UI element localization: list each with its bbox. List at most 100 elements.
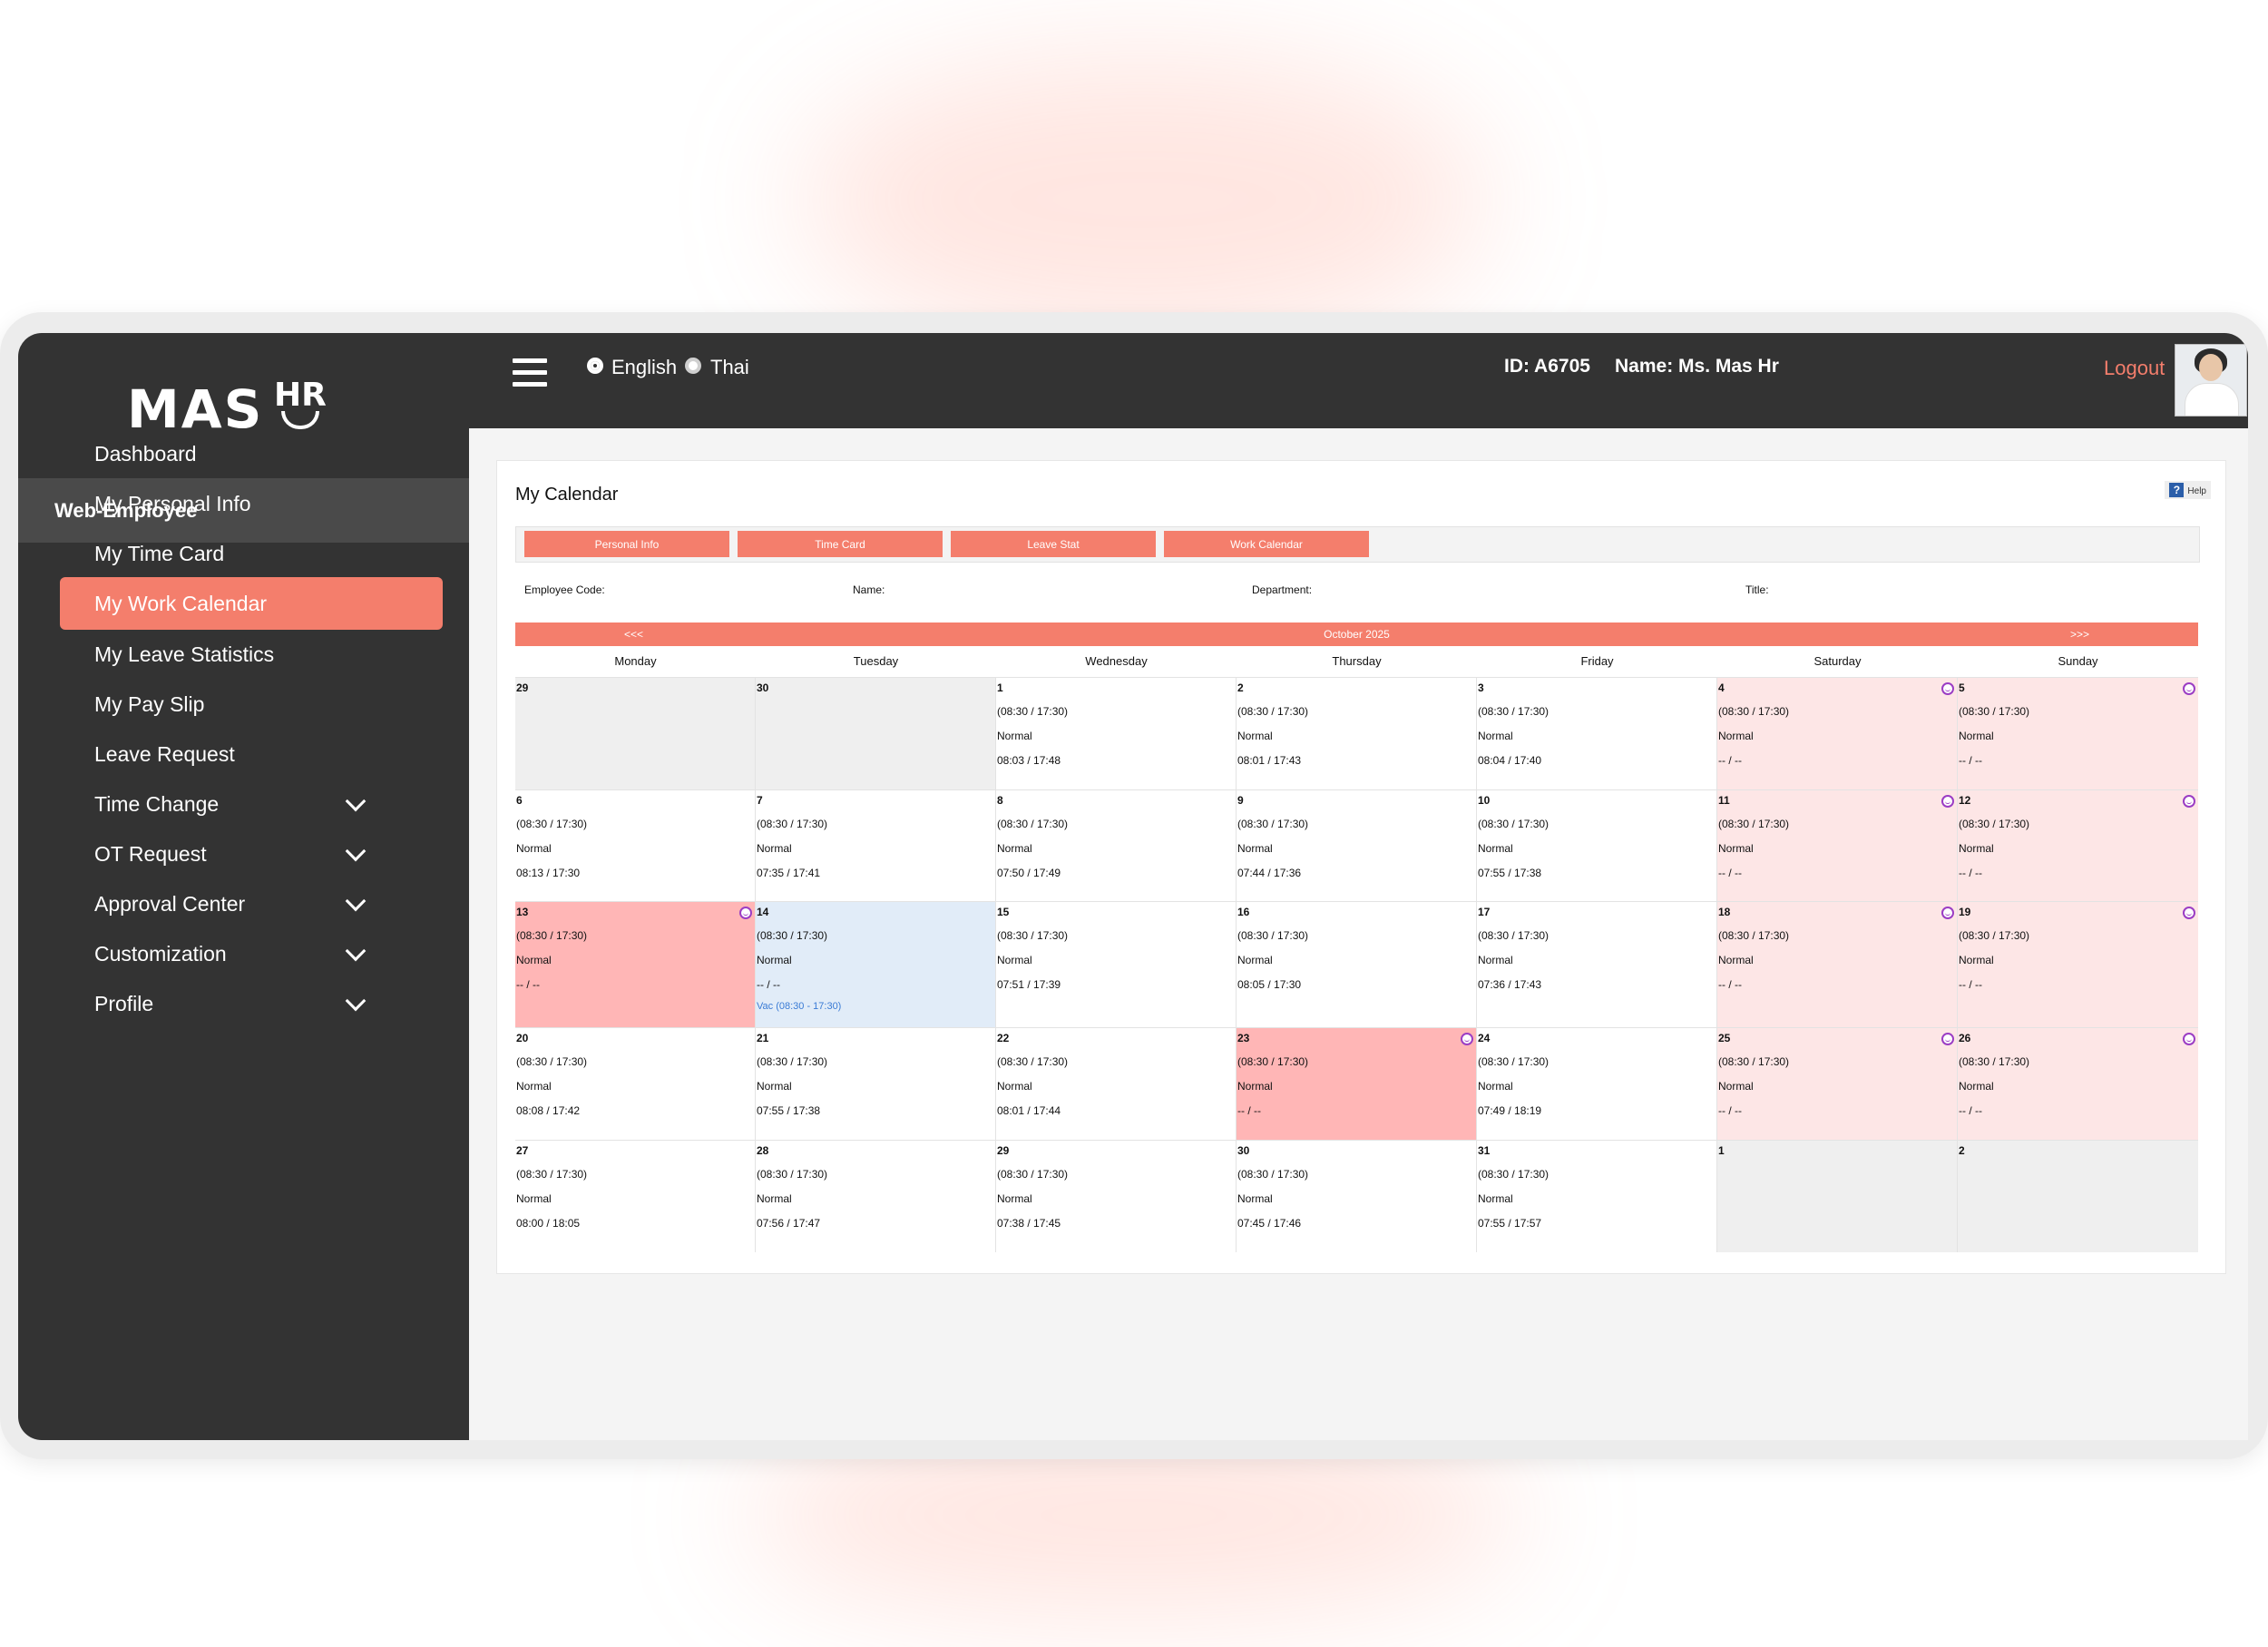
actual-time: -- / -- — [1718, 867, 1742, 879]
calendar-day-cell[interactable]: 30 (08:30 / 17:30) Normal 07:45 / 17:46 — [1237, 1141, 1477, 1252]
sidebar-item-my-time-card[interactable]: My Time Card — [60, 527, 443, 580]
sidebar-item-my-personal-info[interactable]: My Personal Info — [60, 477, 443, 530]
calendar-day-cell[interactable]: 7 (08:30 / 17:30) Normal 07:35 / 17:41 — [756, 790, 996, 901]
day-number: 26 — [1959, 1032, 1971, 1044]
weekday-friday: Friday — [1580, 654, 1614, 668]
smiley-icon — [1461, 1033, 1473, 1045]
calendar-day-cell[interactable]: 15 (08:30 / 17:30) Normal 07:51 / 17:39 — [996, 902, 1237, 1027]
sidebar-item-dashboard[interactable]: Dashboard — [60, 427, 443, 480]
language-english-radio[interactable] — [587, 358, 603, 374]
calendar-day-cell[interactable]: 8 (08:30 / 17:30) Normal 07:50 / 17:49 — [996, 790, 1237, 901]
shift-time: (08:30 / 17:30) — [997, 818, 1069, 830]
shift-time: (08:30 / 17:30) — [1959, 818, 2030, 830]
calendar-day-cell[interactable]: 19 (08:30 / 17:30) Normal -- / -- — [1958, 902, 2198, 1027]
calendar-day-cell[interactable]: 23 (08:30 / 17:30) Normal -- / -- — [1237, 1028, 1477, 1140]
day-number: 15 — [997, 906, 1010, 918]
tab-time-card[interactable]: Time Card — [738, 531, 943, 557]
calendar-day-cell[interactable]: 6 (08:30 / 17:30) Normal 08:13 / 17:30 — [515, 790, 756, 901]
calendar-day-cell[interactable]: 31 (08:30 / 17:30) Normal 07:55 / 17:57 — [1477, 1141, 1717, 1252]
chevron-down-icon — [345, 890, 367, 912]
sidebar-item-approval-center[interactable]: Approval Center — [60, 877, 443, 930]
sidebar-item-my-work-calendar[interactable]: My Work Calendar — [60, 577, 443, 630]
calendar-day-cell[interactable]: 3 (08:30 / 17:30) Normal 08:04 / 17:40 — [1477, 678, 1717, 789]
day-number: 4 — [1718, 681, 1725, 694]
sidebar-item-time-change[interactable]: Time Change — [60, 778, 443, 830]
day-number: 29 — [516, 681, 529, 694]
menu-icon[interactable] — [513, 358, 547, 389]
department-label: Department: — [1252, 583, 1313, 596]
tab-leave-stat[interactable]: Leave Stat — [951, 531, 1156, 557]
calendar-day-cell[interactable]: 1 (08:30 / 17:30) Normal 08:03 / 17:48 — [996, 678, 1237, 789]
calendar-day-cell[interactable]: 25 (08:30 / 17:30) Normal -- / -- — [1717, 1028, 1958, 1140]
prev-month-button[interactable]: <<< — [624, 628, 644, 641]
calendar-day-cell[interactable]: 26 (08:30 / 17:30) Normal -- / -- — [1958, 1028, 2198, 1140]
shift-time: (08:30 / 17:30) — [1959, 705, 2030, 718]
page-title: My Calendar — [515, 485, 619, 505]
weekday-saturday: Saturday — [1813, 654, 1862, 668]
calendar-day-cell[interactable]: 30 — [756, 678, 996, 789]
top-bar: English Thai ID: A6705 Name: Ms. Mas Hr … — [469, 333, 2248, 428]
help-button[interactable]: ? Help — [2165, 481, 2211, 499]
calendar-day-cell[interactable]: 1 — [1717, 1141, 1958, 1252]
calendar-day-cell[interactable]: 22 (08:30 / 17:30) Normal 08:01 / 17:44 — [996, 1028, 1237, 1140]
day-number: 1 — [997, 681, 1003, 694]
actual-time: -- / -- — [1959, 978, 1982, 991]
calendar-day-cell[interactable]: 14 (08:30 / 17:30) Normal -- / -- Vac (08:30… — [756, 902, 996, 1027]
calendar-day-cell[interactable]: 9 (08:30 / 17:30) Normal 07:44 / 17:36 — [1237, 790, 1477, 901]
calendar-day-cell[interactable]: 12 (08:30 / 17:30) Normal -- / -- — [1958, 790, 2198, 901]
calendar-day-cell[interactable]: 13 (08:30 / 17:30) Normal -- / -- — [515, 902, 756, 1027]
calendar-panel: My Calendar ? Help Personal Info Time Car… — [496, 460, 2226, 1274]
calendar-day-cell[interactable]: 21 (08:30 / 17:30) Normal 07:55 / 17:38 — [756, 1028, 996, 1140]
day-status: Normal — [997, 1192, 1032, 1205]
actual-time: 08:13 / 17:30 — [516, 867, 581, 879]
calendar-day-cell[interactable]: 20 (08:30 / 17:30) Normal 08:08 / 17:42 — [515, 1028, 756, 1140]
calendar-day-cell[interactable]: 10 (08:30 / 17:30) Normal 07:55 / 17:38 — [1477, 790, 1717, 901]
day-status: Normal — [1959, 954, 1994, 966]
calendar-day-cell[interactable]: 11 (08:30 / 17:30) Normal -- / -- — [1717, 790, 1958, 901]
weekday-tuesday: Tuesday — [853, 654, 899, 668]
shift-time: (08:30 / 17:30) — [1237, 1168, 1309, 1181]
calendar-day-cell[interactable]: 17 (08:30 / 17:30) Normal 07:36 / 17:43 — [1477, 902, 1717, 1027]
calendar-day-cell[interactable]: 24 (08:30 / 17:30) Normal 07:49 / 18:19 — [1477, 1028, 1717, 1140]
calendar-day-cell[interactable]: 2 (08:30 / 17:30) Normal 08:01 / 17:43 — [1237, 678, 1477, 789]
sidebar-item-leave-request[interactable]: Leave Request — [60, 728, 443, 780]
shift-time: (08:30 / 17:30) — [997, 1168, 1069, 1181]
actual-time: 08:01 / 17:44 — [997, 1104, 1061, 1117]
day-status: Normal — [1718, 730, 1754, 742]
sidebar-item-ot-request[interactable]: OT Request — [60, 828, 443, 880]
sidebar-item-my-leave-statistics[interactable]: My Leave Statistics — [60, 628, 443, 681]
sidebar-item-label: Dashboard — [94, 442, 197, 466]
day-status: Normal — [1237, 730, 1273, 742]
calendar-week: 20 (08:30 / 17:30) Normal 08:08 / 17:42 21 (0… — [515, 1027, 2198, 1140]
calendar-day-cell[interactable]: 29 — [515, 678, 756, 789]
sidebar-item-customization[interactable]: Customization — [60, 927, 443, 980]
calendar-day-cell[interactable]: 16 (08:30 / 17:30) Normal 08:05 / 17:30 — [1237, 902, 1477, 1027]
language-thai-radio[interactable] — [685, 358, 701, 374]
shift-time: (08:30 / 17:30) — [1237, 1055, 1309, 1068]
calendar-day-cell[interactable]: 27 (08:30 / 17:30) Normal 08:00 / 18:05 — [515, 1141, 756, 1252]
sidebar-item-profile[interactable]: Profile — [60, 977, 443, 1030]
day-number: 14 — [757, 906, 769, 918]
actual-time: -- / -- — [757, 978, 780, 991]
calendar-day-cell[interactable]: 2 — [1958, 1141, 2198, 1252]
calendar-day-cell[interactable]: 18 (08:30 / 17:30) Normal -- / -- — [1717, 902, 1958, 1027]
weekday-thursday: Thursday — [1332, 654, 1382, 668]
calendar-day-cell[interactable]: 28 (08:30 / 17:30) Normal 07:56 / 17:47 — [756, 1141, 996, 1252]
calendar-day-cell[interactable]: 29 (08:30 / 17:30) Normal 07:38 / 17:45 — [996, 1141, 1237, 1252]
shift-time: (08:30 / 17:30) — [1237, 705, 1309, 718]
weekday-header: Monday Tuesday Wednesday Thursday Friday Satu… — [515, 646, 2198, 677]
shift-time: (08:30 / 17:30) — [516, 1168, 588, 1181]
next-month-button[interactable]: >>> — [2069, 628, 2089, 641]
logout-link[interactable]: Logout — [2104, 357, 2165, 379]
background-glow-top — [798, 54, 1488, 345]
calendar-week: 27 (08:30 / 17:30) Normal 08:00 / 18:05 28 (0… — [515, 1140, 2198, 1252]
actual-time: 07:55 / 17:38 — [1478, 867, 1542, 879]
calendar-day-cell[interactable]: 4 (08:30 / 17:30) Normal -- / -- — [1717, 678, 1958, 789]
tab-personal-info[interactable]: Personal Info — [524, 531, 729, 557]
calendar-day-cell[interactable]: 5 (08:30 / 17:30) Normal -- / -- — [1958, 678, 2198, 789]
sidebar-item-my-pay-slip[interactable]: My Pay Slip — [60, 678, 443, 730]
tab-work-calendar[interactable]: Work Calendar — [1164, 531, 1369, 557]
shift-time: (08:30 / 17:30) — [516, 818, 588, 830]
smiley-icon — [2183, 795, 2195, 808]
avatar[interactable] — [2175, 344, 2247, 417]
